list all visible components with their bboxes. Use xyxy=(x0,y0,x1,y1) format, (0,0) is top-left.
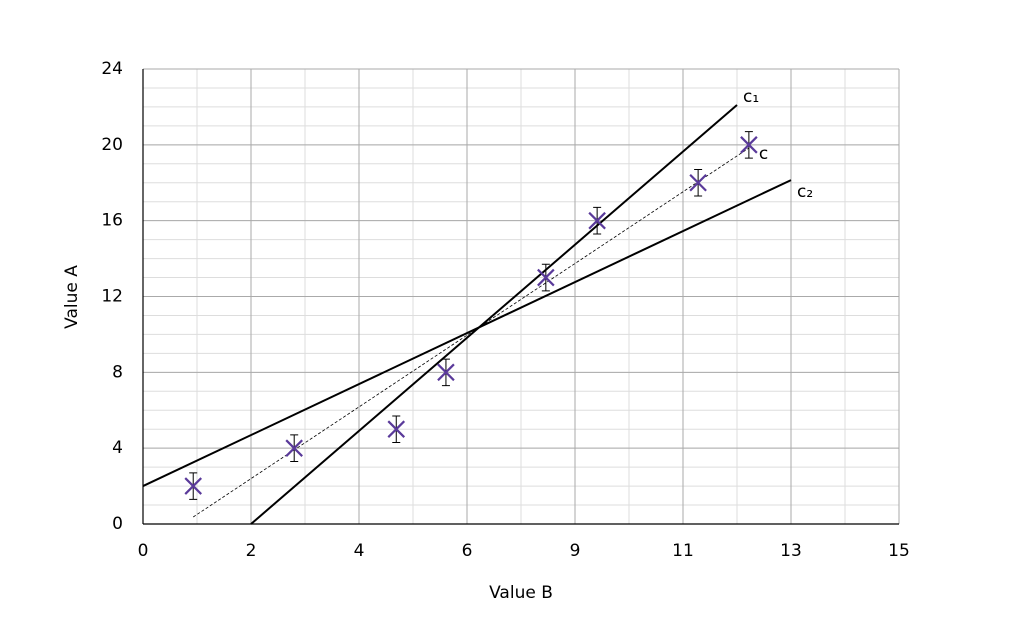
x-axis-label: Value B xyxy=(489,583,553,603)
x-tick-label: 0 xyxy=(138,541,149,561)
y-tick-label: 12 xyxy=(101,287,123,307)
point xyxy=(588,211,606,230)
fit-line xyxy=(142,179,792,487)
x-tick-label: 2 xyxy=(246,541,257,561)
line-label: c₁ xyxy=(743,87,759,107)
y-tick-label: 16 xyxy=(101,211,123,231)
point xyxy=(537,268,555,287)
x-tick-label: 9 xyxy=(570,541,581,561)
fit-line xyxy=(250,104,738,525)
y-axis-label: Value A xyxy=(62,265,82,329)
point xyxy=(285,439,303,457)
line-label: c₂ xyxy=(797,182,813,202)
point xyxy=(184,477,202,495)
y-tick-label: 8 xyxy=(112,362,123,382)
point xyxy=(437,363,455,382)
y-tick-label: 20 xyxy=(101,135,123,155)
x-tick-label: 15 xyxy=(888,541,910,561)
x-tick-label: 11 xyxy=(672,541,694,561)
point xyxy=(387,420,406,438)
x-tick-label: 6 xyxy=(462,541,473,561)
point xyxy=(689,173,707,192)
y-tick-label: 24 xyxy=(101,59,123,79)
fit-line xyxy=(192,147,750,518)
x-tick-label: 4 xyxy=(354,541,365,561)
y-tick-label: 0 xyxy=(112,514,123,534)
x-tick-label: 13 xyxy=(780,541,802,561)
line-label: c xyxy=(759,144,768,164)
point xyxy=(740,136,758,154)
y-tick-label: 4 xyxy=(112,438,123,458)
